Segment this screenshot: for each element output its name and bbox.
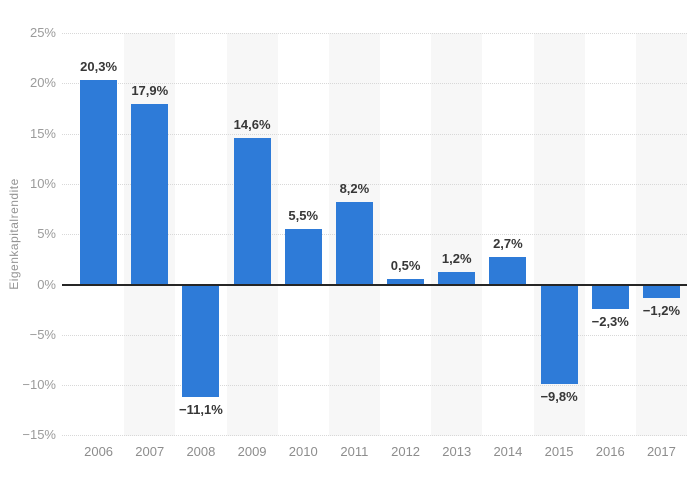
y-tick-label-−15%: −15%	[22, 427, 56, 443]
x-tick-label-2008: 2008	[186, 444, 216, 459]
x-tick-label-2009: 2009	[237, 444, 267, 459]
y-tick-label-−5%: −5%	[29, 326, 56, 342]
bar-value-label-2014: 2,7%	[493, 236, 523, 252]
x-tick-label-2017: 2017	[646, 444, 676, 459]
bar-value-label-2017: −1,2%	[642, 302, 681, 318]
gridline-−15%	[62, 435, 687, 437]
bar-2016[interactable]	[591, 285, 629, 309]
x-tick-label-2016: 2016	[595, 444, 625, 459]
gridline-10%	[62, 183, 687, 185]
gridline-−10%	[62, 385, 687, 387]
bar-value-label-2016: −2,3%	[591, 313, 629, 329]
x-tick-label-2012: 2012	[391, 444, 421, 459]
bar-2011[interactable]	[335, 202, 373, 285]
gridline-15%	[62, 133, 687, 135]
bar-value-label-2008: −11,1%	[179, 402, 223, 418]
y-tick-label-5%: 5%	[37, 226, 56, 242]
y-tick-label-−10%: −10%	[22, 377, 56, 393]
x-tick-label-2006: 2006	[84, 444, 114, 459]
x-tick-label-2011: 2011	[340, 444, 369, 459]
gridline-−5%	[62, 334, 687, 336]
y-tick-label-20%: 20%	[29, 75, 56, 91]
bar-2006[interactable]	[80, 80, 118, 285]
bar-value-label-2007: 17,9%	[131, 83, 169, 99]
bar-2014[interactable]	[489, 257, 527, 285]
bar-value-label-2006: 20,3%	[80, 59, 118, 75]
bar-2010[interactable]	[284, 229, 322, 285]
zero-axis-line	[62, 283, 687, 286]
bar-2008[interactable]	[182, 285, 220, 398]
bar-2015[interactable]	[540, 285, 578, 385]
gridline-5%	[62, 234, 687, 236]
gridline-25%	[62, 33, 687, 34]
gridline-20%	[62, 83, 687, 85]
bar-2007[interactable]	[131, 104, 169, 285]
x-tick-label-2015: 2015	[544, 444, 574, 459]
bar-value-label-2011: 8,2%	[339, 181, 370, 196]
y-tick-label-25%: 25%	[29, 25, 56, 40]
y-tick-label-0%: 0%	[37, 276, 56, 292]
bar-value-label-2012: 0,5%	[390, 258, 421, 274]
y-tick-label-10%: 10%	[29, 175, 56, 191]
x-tick-label-2013: 2013	[442, 444, 472, 459]
bar-value-label-2010: 5,5%	[288, 208, 319, 224]
y-tick-label-15%: 15%	[29, 125, 56, 141]
bar-2012[interactable]	[387, 279, 425, 285]
bar-2013[interactable]	[438, 272, 476, 285]
bar-value-label-2013: 1,2%	[441, 251, 472, 267]
bar-value-label-2009: 14,6%	[233, 116, 271, 132]
x-tick-label-2007: 2007	[135, 444, 165, 459]
bar-value-label-2015: −9,8%	[540, 389, 578, 405]
bar-2017[interactable]	[642, 285, 680, 298]
x-tick-label-2010: 2010	[288, 444, 318, 459]
bar-2009[interactable]	[233, 137, 271, 285]
x-tick-label-2014: 2014	[493, 444, 523, 459]
